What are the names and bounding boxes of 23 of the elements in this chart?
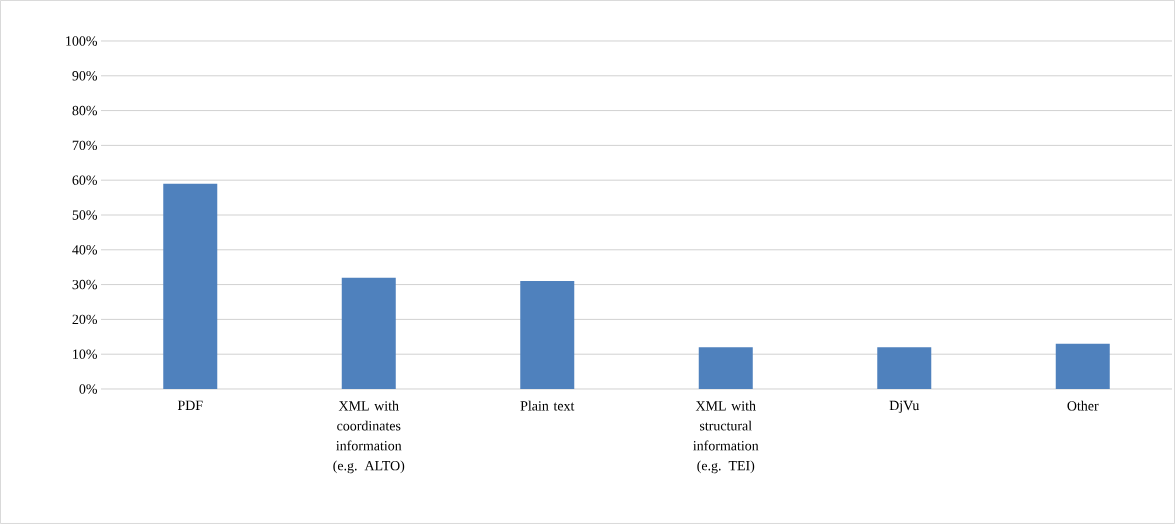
y-tick-label: 100% xyxy=(66,36,98,46)
x-tick-label: Other xyxy=(1067,400,1099,411)
y-tick-label: 50% xyxy=(72,210,98,220)
x-tick-label: Plain text xyxy=(520,400,575,411)
y-tick-label: 70% xyxy=(72,140,98,151)
y-tick-label: 80% xyxy=(72,105,98,116)
bar xyxy=(341,277,396,389)
x-tick-label: XML with coordinates information (e.g. ALTO) xyxy=(333,400,405,474)
x-tick-label: DjVu xyxy=(889,400,920,413)
bar xyxy=(163,183,218,389)
y-tick-label: 30% xyxy=(72,279,98,290)
y-tick-label: 90% xyxy=(72,71,98,81)
y-tick-label: 20% xyxy=(72,314,98,325)
y-tick-label: 10% xyxy=(73,349,98,359)
bar xyxy=(877,347,932,389)
bar xyxy=(1055,343,1110,389)
y-tick-label: 60% xyxy=(72,175,98,185)
bar xyxy=(698,347,753,389)
x-tick-label: PDF xyxy=(177,400,203,410)
bar xyxy=(520,281,575,389)
x-tick-label: XML with structural information (e.g. TEI) xyxy=(693,400,759,474)
y-tick-label: 0% xyxy=(79,384,98,394)
y-tick-label: 40% xyxy=(72,245,98,255)
